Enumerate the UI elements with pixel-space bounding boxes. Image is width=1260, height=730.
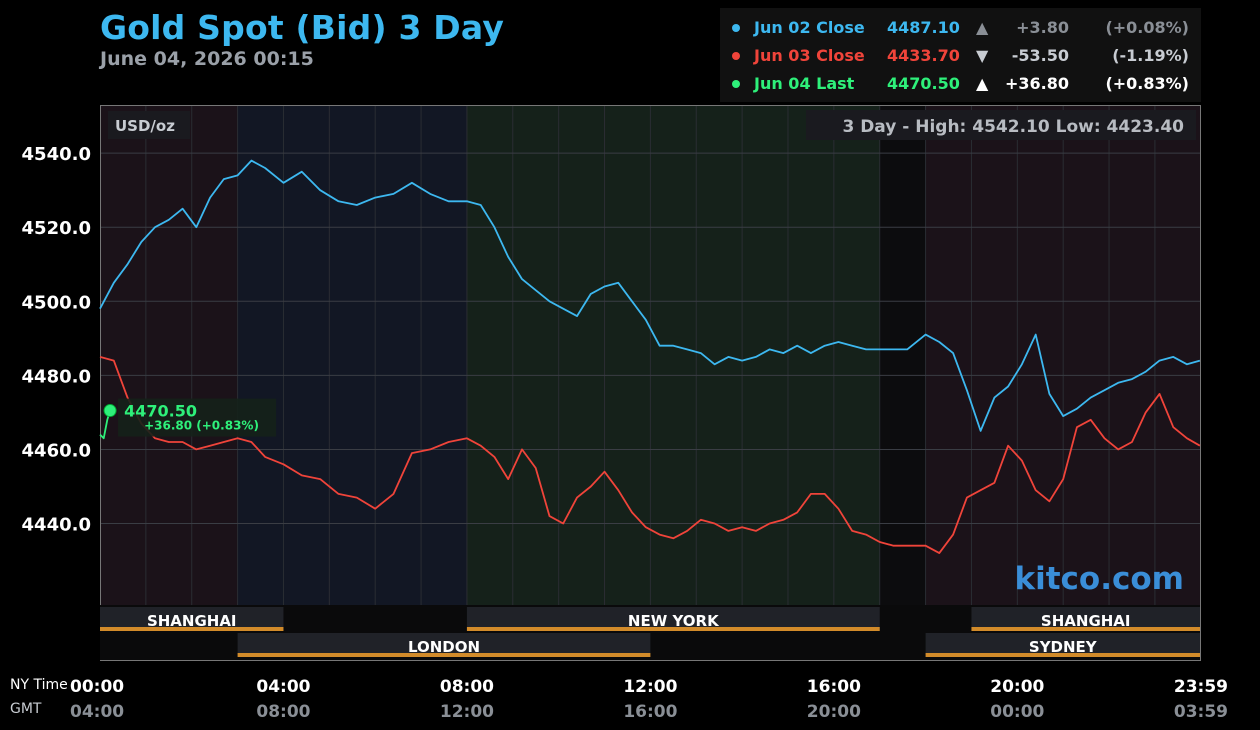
page-title: Gold Spot (Bid) 3 Day [100, 8, 505, 47]
unit-label: USD/oz [115, 117, 175, 135]
up-arrow-icon: ▲ [976, 18, 989, 37]
y-tick-label: 4520.0 [22, 218, 91, 239]
last-price-value: 4470.50 [124, 402, 197, 421]
legend-label: Jun 04 Last [754, 74, 855, 93]
last-price-tag-bg [118, 398, 277, 437]
x-tick-gmt: 08:00 [256, 702, 310, 722]
last-price-marker [103, 404, 117, 418]
series-dot-icon [732, 80, 740, 88]
session-band [237, 105, 467, 605]
legend-row-jun03: Jun 03 Close 4433.70 ▼ -53.50 (-1.19%) [720, 42, 1201, 70]
plot-border [100, 105, 1201, 661]
x-tick-ny: 23:59 [1174, 677, 1228, 697]
session-band [466, 105, 880, 605]
legend-label: Jun 02 Close [754, 18, 865, 37]
watermark: kitco.com [1015, 561, 1185, 597]
legend-row-jun02: Jun 02 Close 4487.10 ▲ +3.80 (+0.08%) [720, 14, 1201, 42]
timestamp: June 04, 2026 00:15 [100, 48, 314, 70]
gmt-label: GMT [10, 701, 42, 717]
series-dot-icon [732, 52, 740, 60]
session-band [100, 105, 238, 605]
legend-panel: Jun 02 Close 4487.10 ▲ +3.80 (+0.08%) Ju… [720, 8, 1201, 102]
session-underline [925, 653, 1200, 657]
series-line-jun-02 [99, 159, 1201, 432]
session-label: SHANGHAI [147, 612, 237, 630]
series-line-jun-03 [99, 356, 1201, 554]
x-tick-ny: 20:00 [990, 677, 1044, 697]
session-band [879, 105, 926, 605]
range-label-bg [806, 110, 1196, 140]
session-label: SHANGHAI [1041, 612, 1131, 630]
x-tick-gmt: 04:00 [70, 702, 124, 722]
legend-price: 4433.70 [887, 46, 960, 65]
ny-time-label: NY Time [10, 677, 68, 693]
legend-pct: (+0.83%) [1105, 74, 1189, 93]
legend-price: 4470.50 [887, 74, 960, 93]
session-label: LONDON [408, 638, 480, 656]
x-tick-gmt: 03:59 [1174, 702, 1228, 722]
legend-pct: (+0.08%) [1105, 18, 1189, 37]
y-tick-label: 4440.0 [22, 515, 91, 536]
x-tick-ny: 04:00 [256, 677, 310, 697]
x-tick-gmt: 12:00 [440, 702, 494, 722]
session-label: SYDNEY [1029, 638, 1098, 656]
session-underline [237, 653, 651, 657]
range-label: 3 Day - High: 4542.10 Low: 4423.40 [842, 117, 1184, 137]
x-tick-ny: 08:00 [440, 677, 494, 697]
x-tick-gmt: 00:00 [990, 702, 1044, 722]
x-tick-ny: 12:00 [623, 677, 677, 697]
session-underline [466, 627, 880, 631]
up-arrow-icon: ▲ [976, 74, 989, 93]
x-tick-gmt: 20:00 [807, 702, 861, 722]
legend-change: +3.80 [1016, 18, 1069, 37]
y-tick-label: 4500.0 [22, 292, 91, 313]
legend-price: 4487.10 [887, 18, 960, 37]
legend-change: -53.50 [1011, 46, 1069, 65]
legend-pct: (-1.19%) [1112, 46, 1189, 65]
x-tick-ny: 16:00 [807, 677, 861, 697]
y-tick-label: 4540.0 [22, 144, 91, 165]
session-underline [100, 627, 284, 631]
last-price-change: +36.80 (+0.83%) [144, 419, 259, 433]
unit-label-bg [108, 111, 190, 139]
series-dot-icon [732, 24, 740, 32]
session-label: NEW YORK [628, 612, 720, 630]
legend-label: Jun 03 Close [754, 46, 865, 65]
x-tick-gmt: 16:00 [623, 702, 677, 722]
session-underline [971, 627, 1200, 631]
y-tick-label: 4480.0 [22, 366, 91, 387]
down-arrow-icon: ▼ [976, 46, 989, 65]
legend-row-jun04: Jun 04 Last 4470.50 ▲ +36.80 (+0.83%) [720, 70, 1201, 98]
x-tick-ny: 00:00 [70, 677, 124, 697]
y-tick-label: 4460.0 [22, 440, 91, 461]
legend-change: +36.80 [1004, 74, 1069, 93]
